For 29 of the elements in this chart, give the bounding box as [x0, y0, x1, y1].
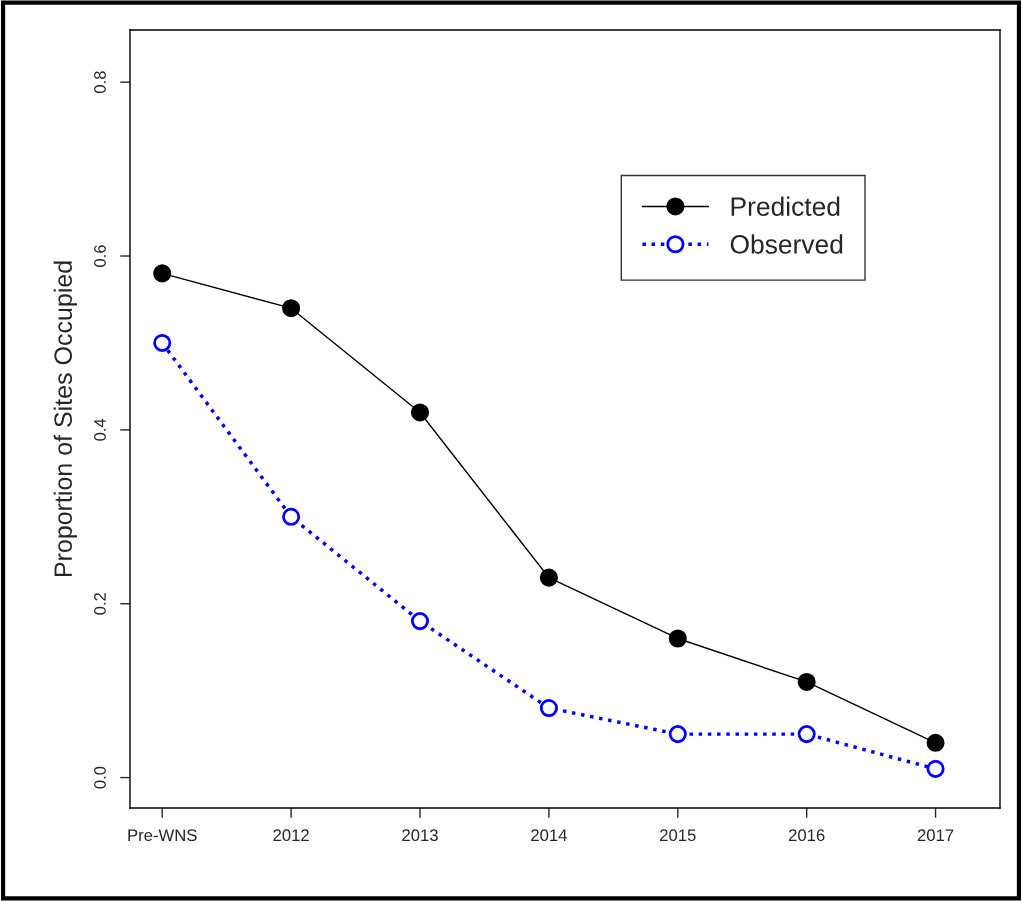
y-tick-label: 0.2: [94, 592, 106, 615]
point: [539, 699, 558, 718]
point: [926, 759, 945, 778]
point: [539, 568, 558, 587]
point: [410, 403, 430, 422]
x-tick-label: 2014: [531, 829, 567, 842]
point: [926, 733, 945, 752]
y-tick-label: 0.8: [94, 71, 106, 94]
x-tick-label: 2016: [788, 829, 825, 842]
x-tick-label: Pre-WNS: [128, 829, 197, 842]
point: [668, 725, 687, 744]
point: [797, 672, 816, 691]
point: [153, 264, 172, 283]
point: [282, 507, 301, 526]
y-tick-label: 0.4: [94, 418, 106, 441]
x-tick-label: 2017: [917, 829, 954, 842]
point: [153, 333, 172, 352]
legend-label: Predicted: [731, 196, 840, 216]
point: [282, 299, 301, 318]
point: [410, 612, 430, 631]
y-axis-title: Proportion of Sites Occupied: [53, 261, 77, 577]
x-tick-label: 2015: [660, 829, 696, 842]
y-tick-label: 0.6: [94, 245, 106, 267]
legend-label: Observed: [730, 234, 843, 254]
point: [668, 629, 687, 648]
y-tick-label: 0.0: [94, 766, 106, 789]
point: [797, 725, 816, 744]
x-tick-label: 2013: [402, 829, 438, 842]
x-tick-label: 2012: [273, 829, 309, 842]
